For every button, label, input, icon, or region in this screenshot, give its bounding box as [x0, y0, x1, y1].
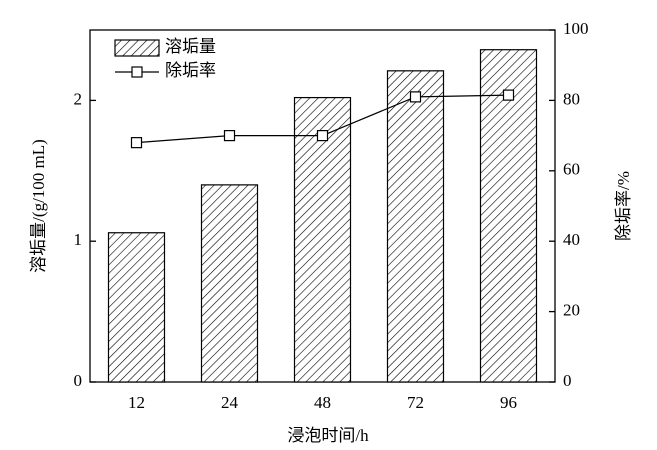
- marker: [316, 130, 329, 142]
- y2-tick-label: 0: [563, 371, 572, 390]
- x-axis-label: 浸泡时间/h: [287, 426, 369, 445]
- legend-swatch: [114, 39, 160, 57]
- y2-tick-label: 100: [563, 19, 589, 38]
- marker: [130, 137, 143, 149]
- marker: [502, 89, 515, 101]
- x-tick-label: 72: [407, 393, 424, 412]
- bar: [479, 49, 538, 383]
- y2-tick-label: 60: [563, 160, 580, 179]
- bar: [107, 232, 166, 383]
- x-tick-label: 48: [314, 393, 331, 412]
- y-tick-label: 1: [74, 230, 83, 249]
- legend-label: 除垢率: [165, 61, 216, 80]
- x-tick-label: 12: [128, 393, 145, 412]
- x-tick-label: 96: [500, 393, 517, 412]
- y-tick-label: 2: [74, 89, 83, 108]
- y2-tick-label: 20: [563, 301, 580, 320]
- marker: [409, 91, 422, 103]
- bar: [293, 96, 352, 383]
- bar: [200, 184, 259, 383]
- y2-tick-label: 80: [563, 89, 580, 108]
- y-axis-label: 溶垢量/(g/100 mL): [29, 139, 48, 273]
- y2-axis-label: 除垢率/%: [614, 171, 633, 241]
- y-tick-label: 0: [74, 371, 83, 390]
- legend-label: 溶垢量: [165, 37, 216, 56]
- x-tick-label: 24: [221, 393, 239, 412]
- legend-marker: [131, 66, 143, 78]
- marker: [223, 130, 236, 142]
- y2-tick-label: 40: [563, 230, 580, 249]
- bar: [386, 70, 445, 383]
